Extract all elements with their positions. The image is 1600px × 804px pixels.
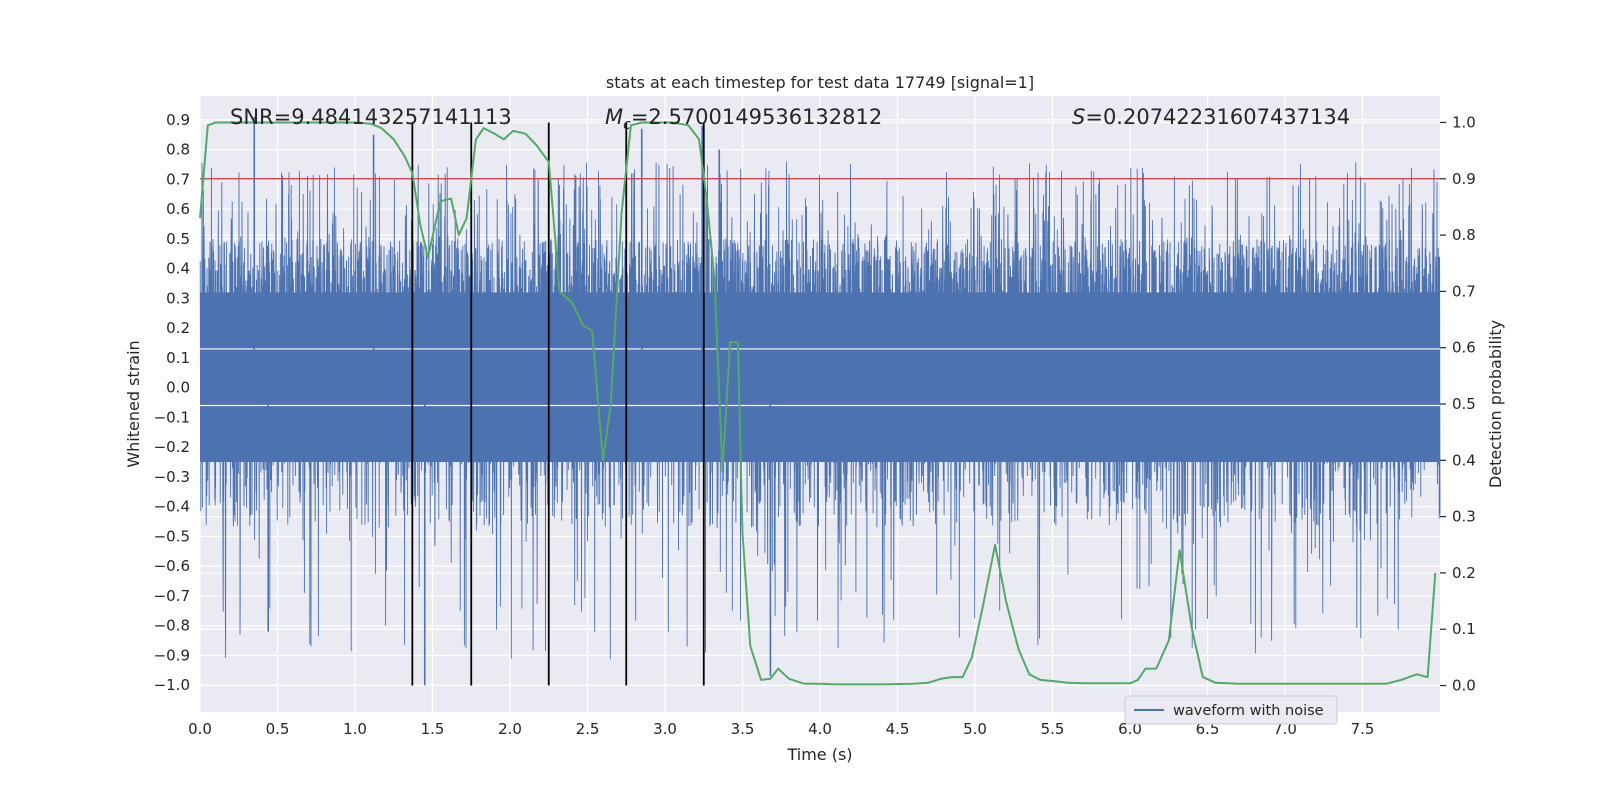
y-right-tick-label: 1.0 (1452, 113, 1476, 131)
y-left-tick-labels: 0.9 0.8 0.7 0.6 0.5 0.4 0.3 0.2 0.1 0.0 −0.1 −0.2 −0… (154, 111, 190, 694)
x-tick-label: 7.5 (1351, 720, 1375, 738)
y-right-tick-label: 0.7 (1452, 282, 1476, 300)
y-right-tick-label: 0.3 (1452, 508, 1476, 526)
y-left-tick-label: 0.5 (166, 230, 190, 248)
s-value: =0.20742231607437134 (1085, 105, 1350, 129)
y-left-tick-label: 0.2 (166, 319, 190, 337)
probability-series (199, 121, 1437, 686)
x-tick-label: 3.0 (653, 720, 677, 738)
probability-line (199, 121, 1437, 686)
y-left-tick-label: −0.1 (154, 408, 190, 426)
y-right-tick-label: 0.1 (1452, 620, 1476, 638)
s-annotation: S=0.20742231607437134 (1072, 105, 1350, 129)
legend: waveform with noise (1124, 695, 1338, 725)
x-tick-label: 2.5 (576, 720, 600, 738)
y-left-tick-label: −0.4 (154, 498, 190, 516)
y-left-tick-label: −0.9 (154, 646, 190, 664)
x-tick-label: 4.5 (886, 720, 910, 738)
y-left-tick-label: −0.8 (154, 617, 190, 635)
chirp-mass-symbol: M (605, 105, 623, 129)
x-tick-label: 0.0 (188, 720, 212, 738)
y-left-tick-label: 0.7 (166, 170, 190, 188)
y-left-tick-label: −0.3 (154, 468, 190, 486)
y-right-tick-label: 0.5 (1452, 395, 1476, 413)
y-right-tick-label: 0.0 (1452, 677, 1476, 695)
x-tick-label: 4.0 (808, 720, 832, 738)
x-tick-label: 5.5 (1041, 720, 1065, 738)
waveform-series (199, 116, 1441, 686)
y-right-tick-label: 0.9 (1452, 170, 1476, 188)
y-left-tick-label: 0.0 (166, 379, 190, 397)
legend-box (1124, 695, 1338, 725)
x-tick-label: 5.0 (963, 720, 987, 738)
y-left-tick-label: −0.6 (154, 557, 190, 575)
y-left-tick-label: −0.5 (154, 527, 190, 545)
y-left-tick-label: 0.6 (166, 200, 190, 218)
vertical-markers (411, 122, 705, 686)
legend-label: waveform with noise (1173, 703, 1324, 719)
y-left-tick-label: 0.8 (166, 141, 190, 159)
y-left-tick-label: −0.2 (154, 438, 190, 456)
y-left-tick-label: −1.0 (154, 676, 190, 694)
y-left-tick-label: 0.9 (166, 111, 190, 129)
chart-title: stats at each timestep for test data 177… (606, 73, 1034, 92)
chirp-mass-annotation: Mc=2.5700149536132812 (605, 105, 882, 133)
snr-annotation: SNR=9.484143257141113 (230, 105, 512, 129)
y-left-tick-label: 0.3 (166, 289, 190, 307)
waveform-core-band (200, 292, 1440, 463)
y-left-tick-label: 0.4 (166, 260, 190, 278)
y-left-axis-label: Whitened strain (124, 340, 143, 467)
x-tick-label: 1.5 (421, 720, 445, 738)
chirp-mass-value: =2.5700149536132812 (631, 105, 882, 129)
y-right-tick-labels: 1.0 0.9 0.8 0.7 0.6 0.5 0.4 0.3 0.2 0.1 0.0 (1440, 113, 1476, 695)
y-left-tick-label: 0.1 (166, 349, 190, 367)
x-tick-label: 2.0 (498, 720, 522, 738)
y-right-tick-label: 0.6 (1452, 339, 1476, 357)
y-right-tick-label: 0.8 (1452, 226, 1476, 244)
chirp-mass-subscript: c (623, 117, 631, 133)
y-left-tick-label: −0.7 (154, 587, 190, 605)
y-right-axis-label: Detection probability (1486, 320, 1505, 488)
y-right-tick-label: 0.2 (1452, 564, 1476, 582)
x-tick-label: 3.5 (731, 720, 755, 738)
x-tick-label: 1.0 (343, 720, 367, 738)
y-right-tick-label: 0.4 (1452, 451, 1476, 469)
x-tick-label: 0.5 (266, 720, 290, 738)
x-axis-label: Time (s) (786, 745, 852, 764)
s-symbol: S (1072, 105, 1085, 129)
